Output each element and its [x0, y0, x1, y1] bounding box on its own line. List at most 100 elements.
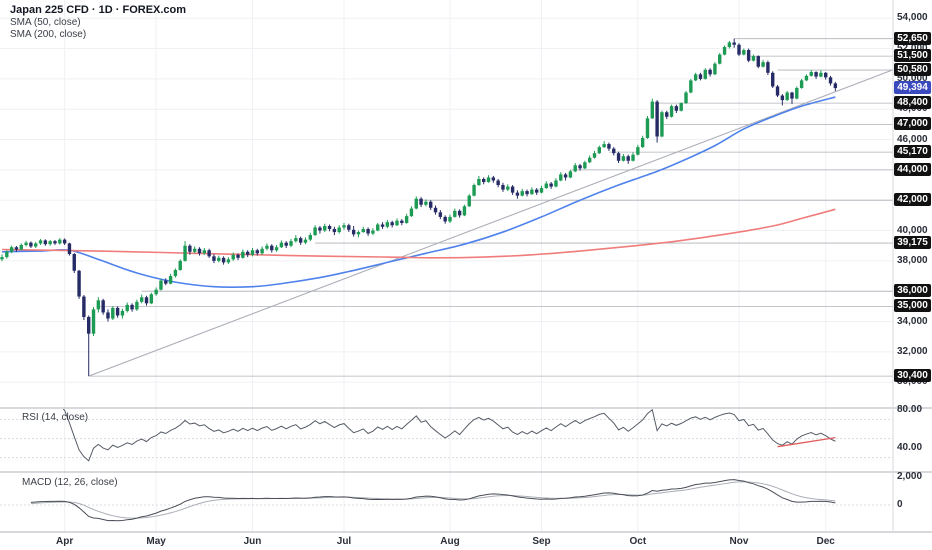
candle	[371, 230, 375, 234]
time-axis-label-jun[interactable]: Jun	[243, 536, 262, 547]
candle	[82, 296, 86, 317]
price-label: 32,000	[897, 345, 928, 357]
candle	[217, 257, 221, 261]
price-label: 54,000	[897, 12, 928, 24]
candle	[496, 180, 500, 186]
candle	[255, 250, 260, 254]
candle	[303, 239, 308, 243]
current-price-label: 49,394	[894, 81, 931, 95]
time-axis-label-jul[interactable]: Jul	[336, 536, 352, 547]
candle	[178, 260, 182, 270]
macd-line	[30, 479, 836, 522]
price-level-label: 42,000	[894, 193, 931, 207]
candle	[583, 162, 587, 169]
candle	[77, 270, 81, 297]
candle	[221, 257, 226, 263]
candle	[265, 245, 269, 249]
trendline[interactable]	[88, 69, 893, 377]
candle	[9, 247, 14, 252]
macd-axis-label: 2,000	[897, 471, 923, 482]
candle	[790, 92, 794, 99]
time-axis-label-sep[interactable]: Sep	[532, 536, 551, 547]
candle	[212, 256, 216, 261]
candle	[737, 44, 741, 55]
candle	[751, 56, 756, 61]
price-label: 40,000	[897, 224, 928, 236]
candle	[149, 294, 154, 304]
candle	[722, 47, 727, 55]
candle	[780, 95, 785, 101]
price-level-label: 47,000	[894, 117, 931, 131]
candle	[491, 177, 496, 181]
candle	[554, 180, 558, 187]
candle	[207, 250, 211, 257]
candle	[139, 297, 144, 302]
candle	[202, 250, 207, 254]
gridlines	[0, 0, 893, 532]
candle	[568, 171, 573, 178]
candle	[429, 201, 433, 208]
candle	[424, 201, 428, 205]
overlay-sma50-label[interactable]: SMA (50, close)	[10, 17, 81, 28]
candle	[587, 157, 592, 163]
candle	[380, 224, 385, 227]
candle	[135, 301, 139, 310]
candle	[294, 238, 298, 242]
candle	[385, 222, 390, 227]
candle	[260, 248, 264, 254]
candle	[655, 101, 659, 137]
candle	[87, 316, 91, 334]
candle	[53, 241, 57, 244]
candle	[756, 56, 760, 67]
price-level-label: 36,000	[894, 284, 931, 298]
candle	[477, 178, 481, 186]
candle	[400, 220, 404, 223]
candle	[24, 242, 28, 245]
candle	[144, 297, 149, 304]
symbol-title[interactable]: Japan 225 CFD · 1D · FOREX.com	[10, 4, 187, 16]
candle	[833, 83, 838, 89]
candle	[168, 276, 173, 284]
candle	[409, 208, 414, 217]
candle	[390, 222, 394, 226]
rsi-trendline[interactable]	[777, 436, 836, 448]
candle	[351, 229, 356, 235]
candle	[539, 188, 544, 193]
candle	[761, 62, 765, 67]
time-axis-label-nov[interactable]: Nov	[729, 536, 749, 547]
price-level-label: 52,650	[894, 31, 931, 45]
price-level-label: 48,400	[894, 96, 931, 110]
candle	[164, 280, 168, 284]
candle	[578, 165, 582, 169]
rsi-pane-title[interactable]: RSI (14, close)	[22, 412, 89, 423]
price-label: 52,000	[897, 42, 928, 54]
candle	[5, 251, 9, 258]
time-axis-label-oct[interactable]: Oct	[629, 536, 647, 547]
macd-pane[interactable]	[30, 479, 836, 522]
candle	[457, 210, 462, 216]
candle	[183, 245, 187, 261]
candle	[824, 72, 828, 78]
overlay-sma200-label[interactable]: SMA (200, close)	[10, 29, 87, 40]
candle	[438, 212, 443, 217]
candle	[48, 241, 52, 245]
candle	[612, 148, 616, 154]
candle	[0, 257, 4, 260]
time-axis-label-aug[interactable]: Aug	[440, 536, 460, 547]
candle	[270, 245, 274, 251]
macd-pane-title[interactable]: MACD (12, 26, close)	[22, 477, 118, 488]
candle	[573, 165, 577, 172]
time-axis-label-may[interactable]: May	[146, 536, 166, 547]
candle	[356, 232, 361, 235]
candle	[626, 156, 630, 161]
time-axis-label-dec[interactable]: Dec	[816, 536, 835, 547]
time-axis-label-apr[interactable]: Apr	[55, 536, 74, 547]
candle	[597, 147, 602, 154]
candle	[771, 72, 775, 87]
candle	[43, 240, 48, 245]
price-label: 34,000	[897, 315, 928, 327]
rsi-pane[interactable]	[31, 398, 836, 462]
rsi-axis-label: 80.00	[897, 403, 923, 415]
main-price-pane[interactable]	[0, 38, 893, 377]
